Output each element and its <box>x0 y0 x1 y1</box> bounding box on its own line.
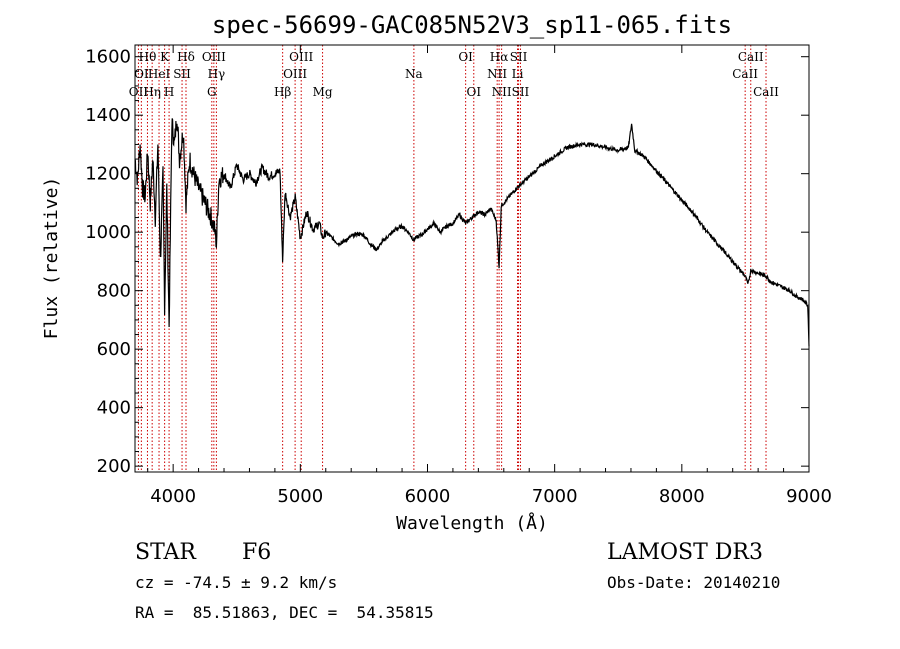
line-label: SII <box>510 50 528 64</box>
x-axis-label: Wavelength (Å) <box>396 512 548 534</box>
y-tick-label: 400 <box>97 398 131 419</box>
y-axis-ticks: 200 400 600 800 1000 1200 1400 1600 <box>85 47 809 477</box>
line-label: Hβ <box>274 85 291 99</box>
y-tick-label: 1600 <box>85 47 131 68</box>
redshift-cz: cz = -74.5 ± 9.2 km/s <box>135 573 338 592</box>
x-tick-label: 6000 <box>405 486 451 507</box>
flux-series-line <box>134 118 810 347</box>
object-class: STAR <box>135 540 196 565</box>
plot-frame <box>134 44 810 473</box>
y-tick-label: 1400 <box>85 105 131 126</box>
line-label: OI <box>458 50 473 64</box>
y-tick-label: 1000 <box>85 222 131 243</box>
y-tick-label: 200 <box>97 456 131 477</box>
x-tick-label: 8000 <box>659 486 705 507</box>
line-label: OII <box>129 85 149 99</box>
line-label: HeI <box>148 67 171 81</box>
line-label: OI <box>134 67 149 81</box>
line-label: CaII <box>753 85 779 99</box>
chart-title: spec-56699-GAC085N52V3_sp11-065.fits <box>212 11 732 39</box>
line-label: SII <box>512 85 530 99</box>
line-label: OIII <box>283 67 307 81</box>
line-label: Mg <box>313 85 333 99</box>
x-axis-ticks: 4000 5000 6000 7000 8000 9000 <box>147 45 832 507</box>
y-tick-label: 1200 <box>85 164 131 185</box>
object-subclass: F6 <box>242 540 272 565</box>
line-label: NII <box>492 85 512 99</box>
line-label: OIII <box>202 50 226 64</box>
y-tick-label: 800 <box>97 281 131 302</box>
line-label: OI <box>466 85 481 99</box>
line-label: G <box>207 85 217 99</box>
ra-dec: RA = 85.51863, DEC = 54.35815 <box>135 603 434 622</box>
line-label: SII <box>173 67 191 81</box>
line-label: Hγ <box>208 67 226 81</box>
observation-date: Obs-Date: 20140210 <box>607 573 781 592</box>
line-label: Hθ <box>139 50 157 64</box>
line-label: Hα <box>490 50 509 64</box>
line-label: K <box>160 50 170 64</box>
line-label: CaII <box>732 67 758 81</box>
emission-line-markers <box>137 45 767 472</box>
line-label: Li <box>512 67 524 81</box>
x-tick-label: 5000 <box>277 486 323 507</box>
line-label: Hδ <box>177 50 195 64</box>
y-tick-label: 600 <box>97 339 131 360</box>
x-tick-label: 4000 <box>150 486 196 507</box>
line-label: NII <box>487 67 507 81</box>
x-tick-label: 7000 <box>532 486 578 507</box>
y-axis-label: Flux (relative) <box>41 177 62 340</box>
line-label: Na <box>405 67 423 81</box>
emission-line-labels: OII Hθ OI Hη HeI K H SII Hδ G OIII Hγ Hβ OIII OIII Mg Na… <box>129 50 779 99</box>
line-label: OIII <box>289 50 313 64</box>
line-label: Hη <box>143 85 161 99</box>
line-label: CaII <box>738 50 764 64</box>
line-label: H <box>164 85 174 99</box>
x-tick-label: 9000 <box>786 486 832 507</box>
survey-name: LAMOST DR3 <box>607 540 763 565</box>
